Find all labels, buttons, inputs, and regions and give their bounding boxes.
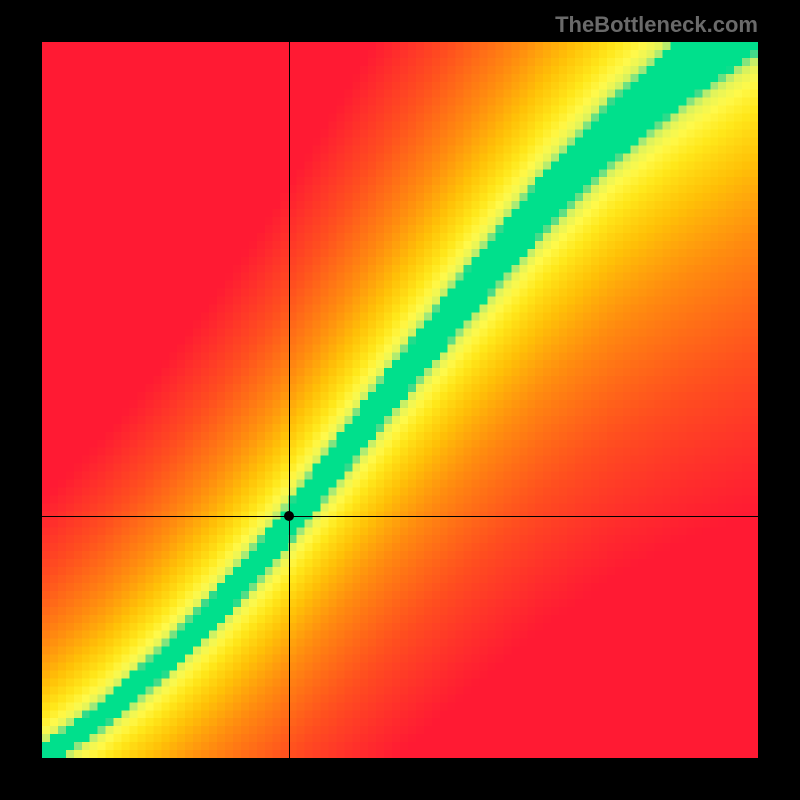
- crosshair-marker-dot: [284, 511, 294, 521]
- bottleneck-heatmap: [42, 42, 758, 758]
- crosshair-vertical-line: [289, 42, 290, 758]
- crosshair-horizontal-line: [42, 516, 758, 517]
- watermark-text: TheBottleneck.com: [555, 12, 758, 38]
